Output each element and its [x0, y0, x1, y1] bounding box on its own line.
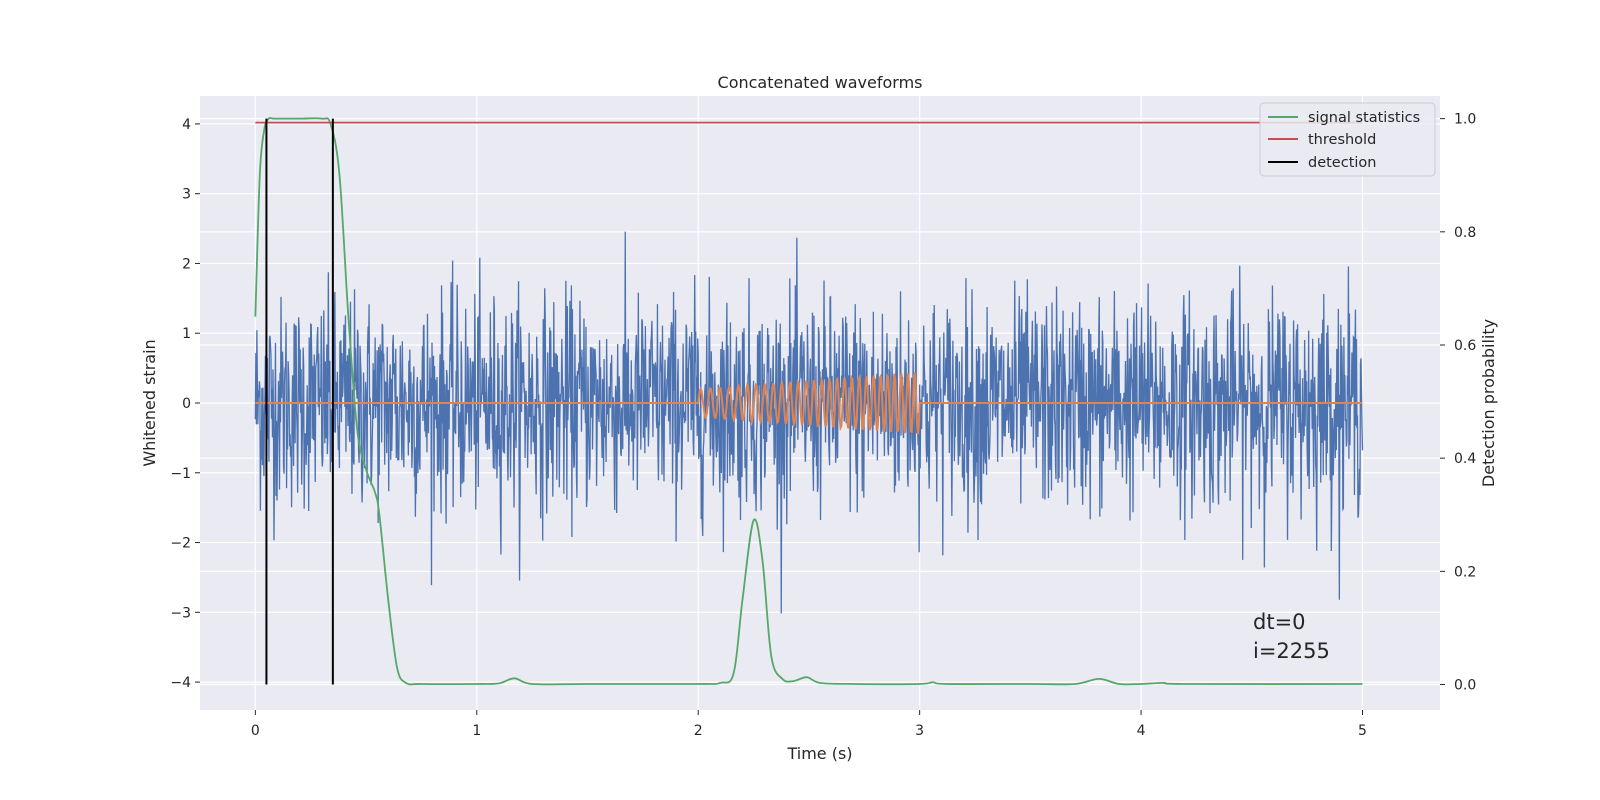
x-tick-label-2: 2	[694, 723, 703, 739]
legend: signal statistics threshold detection	[1259, 102, 1436, 177]
x-axis: 0 1 2 3 4 5	[251, 710, 1367, 739]
chart-title: Concatenated waveforms	[718, 73, 923, 92]
legend-label-signal-statistics: signal statistics	[1308, 110, 1420, 126]
y-axis-label: Whitened strain	[140, 339, 159, 466]
annotation-dt: dt=0	[1253, 610, 1306, 634]
y-tick-label-2: −2	[170, 536, 191, 552]
y-tick-label-5: 1	[182, 326, 191, 342]
x-axis-label: Time (s)	[786, 744, 852, 763]
series-layer	[254, 116, 1364, 686]
y2-tick-label-4: 0.8	[1454, 225, 1476, 241]
y-axis-left: −4 −3 −2 −1 0 1 2 3 4	[170, 117, 200, 691]
y-tick-label-3: −1	[170, 466, 191, 482]
series-strain	[254, 231, 1364, 614]
y-tick-label-6: 2	[182, 256, 191, 272]
y2-tick-label-1: 0.2	[1454, 564, 1476, 580]
y2-tick-label-0: 0.0	[1454, 678, 1476, 694]
x-tick-label-0: 0	[251, 723, 260, 739]
series-signal-statistics	[254, 116, 1363, 686]
x-tick-label-1: 1	[472, 723, 481, 739]
x-tick-label-5: 5	[1358, 723, 1367, 739]
annotation-index: i=2255	[1253, 639, 1330, 663]
x-tick-label-3: 3	[915, 723, 924, 739]
y-tick-label-8: 4	[182, 117, 191, 133]
y2-axis-label: Detection probability	[1479, 319, 1498, 487]
legend-label-threshold: threshold	[1308, 132, 1376, 148]
y2-tick-label-2: 0.4	[1454, 451, 1476, 467]
annotation: dt=0 i=2255	[1253, 610, 1330, 663]
y-tick-label-0: −4	[170, 675, 191, 691]
y2-tick-label-3: 0.6	[1454, 338, 1476, 354]
legend-box	[1259, 102, 1436, 177]
series-injected	[255, 372, 1363, 435]
y-tick-label-7: 3	[182, 187, 191, 203]
y2-tick-label-5: 1.0	[1454, 112, 1476, 128]
y-tick-label-4: 0	[182, 396, 191, 412]
y-tick-label-1: −3	[170, 605, 191, 621]
x-tick-label-4: 4	[1137, 723, 1146, 739]
legend-label-detection: detection	[1308, 155, 1376, 171]
y-axis-right: 0.0 0.2 0.4 0.6 0.8 1.0	[1440, 112, 1476, 694]
